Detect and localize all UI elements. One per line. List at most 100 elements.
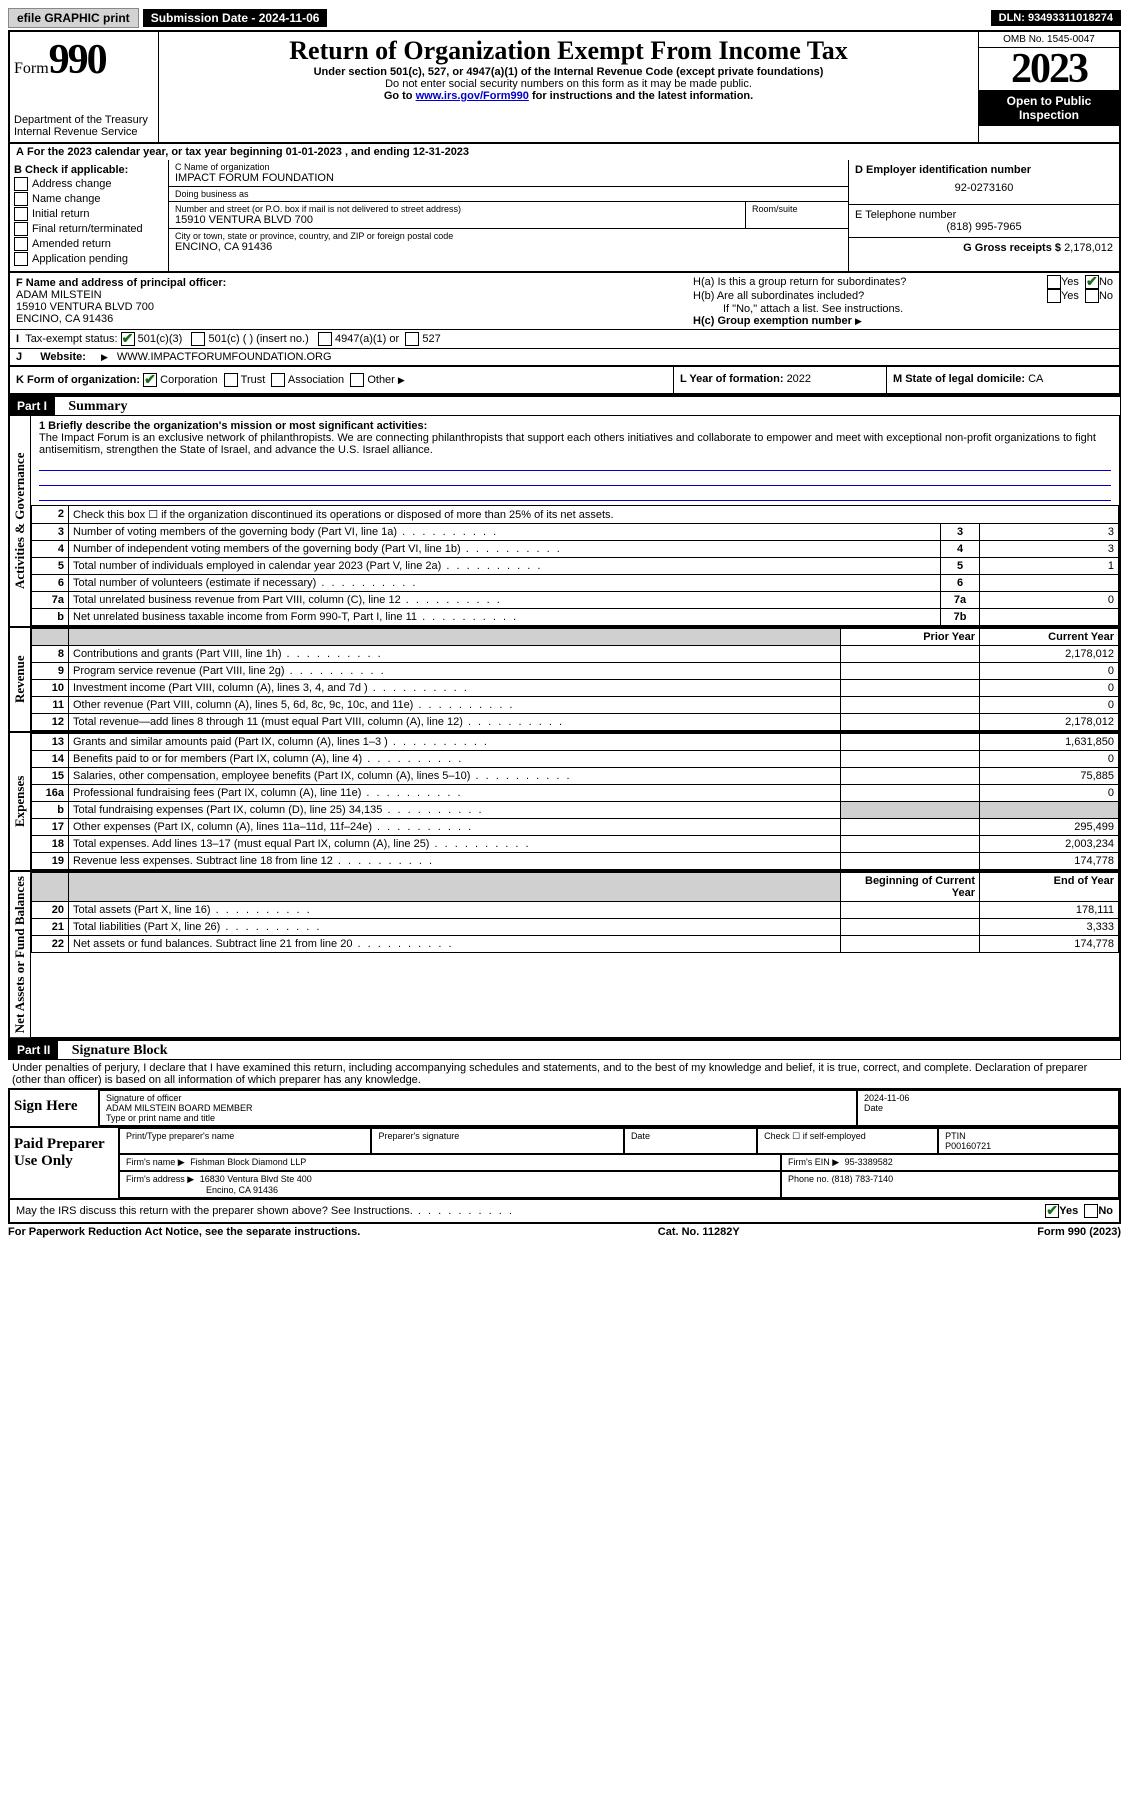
table-row: bTotal fundraising expenses (Part IX, co… bbox=[32, 802, 1119, 819]
irs-link[interactable]: www.irs.gov/Form990 bbox=[416, 90, 529, 102]
table-row: 19Revenue less expenses. Subtract line 1… bbox=[32, 853, 1119, 870]
goto-pre: Go to bbox=[384, 90, 416, 102]
chk-527[interactable] bbox=[405, 332, 419, 346]
column-b: B Check if applicable: Address change Na… bbox=[10, 160, 169, 271]
chk-amended[interactable] bbox=[14, 237, 28, 251]
subtitle-2: Do not enter social security numbers on … bbox=[167, 78, 970, 90]
org-name-label: C Name of organization bbox=[175, 162, 842, 172]
self-emp-label: Check ☐ if self-employed bbox=[764, 1131, 866, 1141]
prep-name-label: Print/Type preparer's name bbox=[126, 1131, 234, 1141]
part2-tag: Part II bbox=[9, 1041, 58, 1059]
chk-final-return[interactable] bbox=[14, 222, 28, 236]
firm-ein-label: Firm's EIN bbox=[788, 1157, 830, 1167]
table-row: 6Total number of volunteers (estimate if… bbox=[32, 575, 1119, 592]
expenses-block: Expenses 13Grants and similar amounts pa… bbox=[8, 733, 1121, 872]
gross-value: 2,178,012 bbox=[1064, 242, 1113, 254]
table-row: 13Grants and similar amounts paid (Part … bbox=[32, 734, 1119, 751]
chk-app-pending[interactable] bbox=[14, 252, 28, 266]
footer: For Paperwork Reduction Act Notice, see … bbox=[8, 1224, 1121, 1240]
gov-table: 2Check this box ☐ if the organization di… bbox=[31, 505, 1119, 626]
chk-501c[interactable] bbox=[191, 332, 205, 346]
dln-label: DLN: 93493311018274 bbox=[991, 10, 1121, 26]
table-header: Beginning of Current YearEnd of Year bbox=[32, 873, 1119, 902]
chk-assoc[interactable] bbox=[271, 373, 285, 387]
table-row: 15Salaries, other compensation, employee… bbox=[32, 768, 1119, 785]
rev-table: Prior YearCurrent Year8Contributions and… bbox=[31, 628, 1119, 731]
table-row: 5Total number of individuals employed in… bbox=[32, 558, 1119, 575]
hb-label: H(b) Are all subordinates included? bbox=[693, 290, 1047, 302]
exp-table: 13Grants and similar amounts paid (Part … bbox=[31, 733, 1119, 870]
table-row: 14Benefits paid to or for members (Part … bbox=[32, 751, 1119, 768]
table-row: 16aProfessional fundraising fees (Part I… bbox=[32, 785, 1119, 802]
discuss-row: May the IRS discuss this return with the… bbox=[8, 1200, 1121, 1224]
column-c: C Name of organization IMPACT FORUM FOUN… bbox=[169, 160, 848, 271]
prep-sig-label: Preparer's signature bbox=[378, 1131, 459, 1141]
footer-cat: Cat. No. 11282Y bbox=[360, 1226, 1037, 1238]
form-title: Return of Organization Exempt From Incom… bbox=[167, 36, 970, 66]
table-row: 9Program service revenue (Part VIII, lin… bbox=[32, 663, 1119, 680]
chk-name-change[interactable] bbox=[14, 192, 28, 206]
blue-line-1 bbox=[39, 456, 1111, 471]
part2-title: Signature Block bbox=[62, 1043, 168, 1058]
row-k-label: K Form of organization: bbox=[16, 374, 140, 386]
form-word: Form bbox=[14, 60, 49, 77]
table-row: 12Total revenue—add lines 8 through 11 (… bbox=[32, 714, 1119, 731]
subtitle-1: Under section 501(c), 527, or 4947(a)(1)… bbox=[167, 66, 970, 78]
table-row: 7aTotal unrelated business revenue from … bbox=[32, 592, 1119, 609]
goto-post: for instructions and the latest informat… bbox=[529, 90, 753, 102]
chk-other[interactable] bbox=[350, 373, 364, 387]
footer-left: For Paperwork Reduction Act Notice, see … bbox=[8, 1226, 360, 1238]
row-i-label: Tax-exempt status: bbox=[25, 333, 117, 345]
firm-addr-label: Firm's address bbox=[126, 1174, 185, 1184]
sign-here-label: Sign Here bbox=[10, 1090, 99, 1126]
sig-date-value: 2024-11-06 bbox=[864, 1093, 1112, 1103]
hb-no[interactable] bbox=[1085, 289, 1099, 303]
row-l-label: L Year of formation: bbox=[680, 373, 787, 385]
ha-no[interactable] bbox=[1085, 275, 1099, 289]
table-row: 2Check this box ☐ if the organization di… bbox=[32, 506, 1119, 524]
chk-501c3[interactable] bbox=[121, 332, 135, 346]
chk-initial-return[interactable] bbox=[14, 207, 28, 221]
footer-right: Form 990 (2023) bbox=[1037, 1226, 1121, 1238]
irs-label: Internal Revenue Service bbox=[14, 126, 154, 138]
hb-yes[interactable] bbox=[1047, 289, 1061, 303]
paid-preparer-block: Paid Preparer Use Only Print/Type prepar… bbox=[8, 1128, 1121, 1200]
ha-yes[interactable] bbox=[1047, 275, 1061, 289]
chk-trust[interactable] bbox=[224, 373, 238, 387]
chk-address-change[interactable] bbox=[14, 177, 28, 191]
ein-value: 92-0273160 bbox=[855, 176, 1113, 200]
sig-officer-label: Signature of officer bbox=[106, 1093, 850, 1103]
side-revenue: Revenue bbox=[10, 628, 31, 731]
city-label: City or town, state or province, country… bbox=[175, 231, 842, 241]
form-number-box: Form990 Department of the Treasury Inter… bbox=[10, 32, 159, 142]
table-row: 22Net assets or fund balances. Subtract … bbox=[32, 936, 1119, 953]
topbar: efile GRAPHIC print Submission Date - 20… bbox=[8, 8, 1121, 28]
part1-header: Part I Summary bbox=[8, 395, 1121, 416]
perjury-statement: Under penalties of perjury, I declare th… bbox=[8, 1060, 1121, 1088]
efile-print-button[interactable]: efile GRAPHIC print bbox=[8, 8, 139, 28]
table-header: Prior YearCurrent Year bbox=[32, 629, 1119, 646]
firm-phone: (818) 783-7140 bbox=[832, 1174, 894, 1184]
chk-corp[interactable] bbox=[143, 373, 157, 387]
ha-label: H(a) Is this a group return for subordin… bbox=[693, 276, 1047, 288]
ptin-label: PTIN bbox=[945, 1131, 966, 1141]
city-value: ENCINO, CA 91436 bbox=[175, 241, 842, 253]
officer-addr2: ENCINO, CA 91436 bbox=[16, 313, 113, 325]
discuss-yes[interactable] bbox=[1045, 1204, 1059, 1218]
discuss-no[interactable] bbox=[1084, 1204, 1098, 1218]
firm-name: Fishman Block Diamond LLP bbox=[190, 1157, 306, 1167]
dept-treasury: Department of the Treasury bbox=[14, 114, 154, 126]
table-row: 3Number of voting members of the governi… bbox=[32, 524, 1119, 541]
blue-line-3 bbox=[39, 486, 1111, 501]
prep-date-label: Date bbox=[631, 1131, 650, 1141]
firm-addr2: Encino, CA 91436 bbox=[126, 1185, 278, 1195]
street-label: Number and street (or P.O. box if mail i… bbox=[175, 204, 739, 214]
chk-4947[interactable] bbox=[318, 332, 332, 346]
phone-label: E Telephone number bbox=[855, 209, 1113, 221]
column-d: D Employer identification number 92-0273… bbox=[848, 160, 1119, 271]
sign-here-block: Sign Here Signature of officer ADAM MILS… bbox=[8, 1088, 1121, 1128]
submission-date-label: Submission Date - 2024-11-06 bbox=[143, 9, 328, 27]
col-b-heading: B Check if applicable: bbox=[14, 164, 164, 176]
firm-ein: 95-3389582 bbox=[845, 1157, 893, 1167]
year-box: OMB No. 1545-0047 2023 Open to Public In… bbox=[978, 32, 1119, 142]
